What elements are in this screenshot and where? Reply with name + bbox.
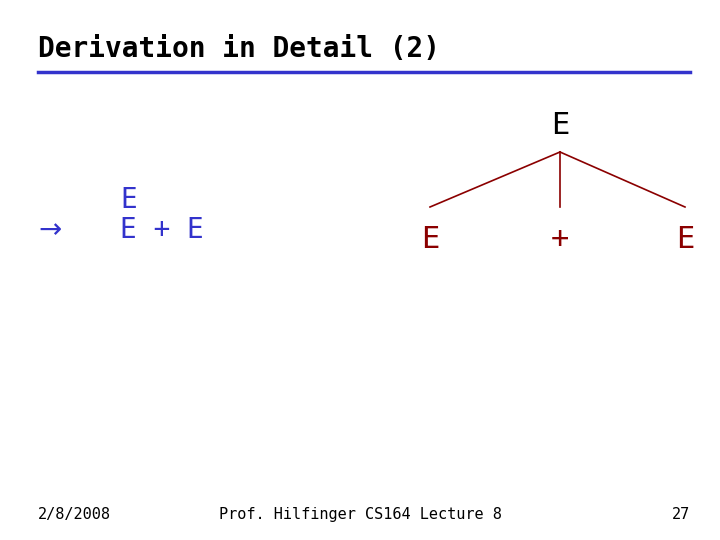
Text: Prof. Hilfinger CS164 Lecture 8: Prof. Hilfinger CS164 Lecture 8: [219, 507, 501, 522]
Text: E: E: [551, 111, 570, 140]
Text: E: E: [420, 225, 439, 254]
Text: 27: 27: [672, 507, 690, 522]
Text: E: E: [676, 225, 694, 254]
Text: +: +: [551, 225, 570, 254]
Text: →: →: [38, 216, 61, 244]
Text: E + E: E + E: [120, 216, 204, 244]
Text: 2/8/2008: 2/8/2008: [38, 507, 111, 522]
Text: E: E: [120, 186, 137, 214]
Text: Derivation in Detail (2): Derivation in Detail (2): [38, 35, 440, 63]
